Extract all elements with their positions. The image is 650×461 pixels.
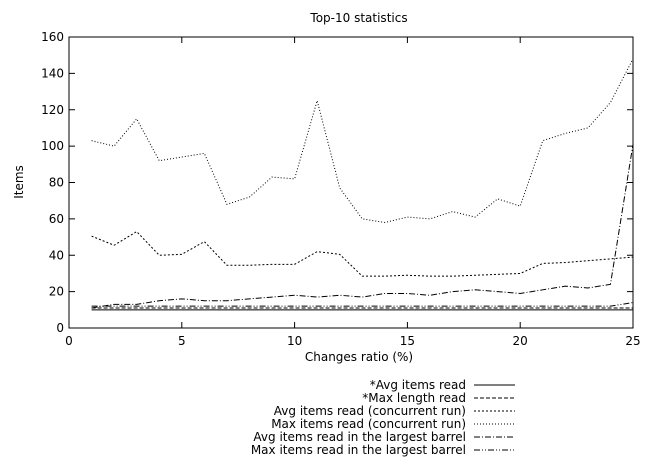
x-tick-label: 20 xyxy=(513,334,528,348)
x-tick-label: 15 xyxy=(400,334,415,348)
series-line xyxy=(91,144,634,309)
y-tick-label: 160 xyxy=(41,30,64,44)
x-tick-label: 5 xyxy=(178,334,186,348)
plot-frame xyxy=(68,36,634,329)
x-axis-label: Changes ratio (%) xyxy=(305,350,413,364)
y-tick-label: 40 xyxy=(49,248,64,262)
legend-label: Avg items read in the largest barrel xyxy=(253,430,466,444)
legend-label: Max items read (concurrent run) xyxy=(271,417,466,431)
y-tick-label: 60 xyxy=(49,212,64,226)
y-tick-label: 100 xyxy=(41,139,64,153)
legend-label: Avg items read (concurrent run) xyxy=(274,404,466,418)
x-tick-label: 10 xyxy=(287,334,302,348)
series-line xyxy=(91,230,634,277)
legend-label: *Max length read xyxy=(362,391,466,405)
legend-label: *Avg items read xyxy=(370,378,466,392)
y-tick-label: 80 xyxy=(49,176,64,190)
x-tick-label: 0 xyxy=(65,334,73,348)
x-tick-label: 25 xyxy=(625,334,640,348)
series-line xyxy=(91,58,634,224)
y-axis-label: Items xyxy=(12,165,26,199)
series-lines xyxy=(91,58,634,311)
legend-label: Max items read in the largest barrel xyxy=(251,443,466,457)
y-tick-label: 140 xyxy=(41,66,64,80)
y-tick-label: 120 xyxy=(41,103,64,117)
axis-ticks: 0 5 10 15 20 25 0 20 40 60 80 100 120 140 160 xyxy=(41,30,641,348)
y-tick-label: 20 xyxy=(49,285,64,299)
chart-title: Top-10 statistics xyxy=(309,11,407,25)
series-line xyxy=(91,302,634,307)
y-tick-label: 0 xyxy=(56,321,64,335)
